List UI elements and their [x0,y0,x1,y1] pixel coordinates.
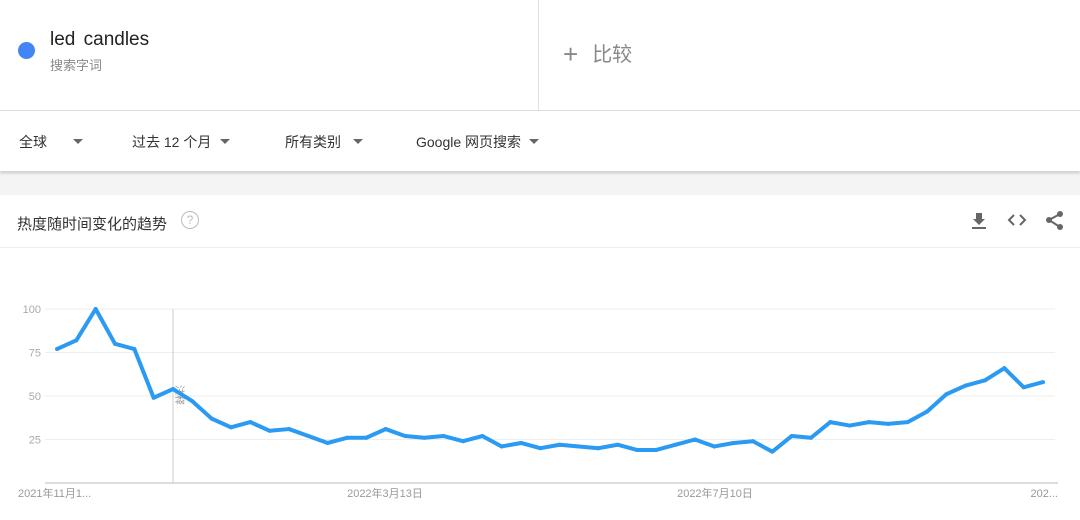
plus-icon: + [563,39,579,69]
data-point[interactable] [925,409,929,414]
data-point[interactable] [731,440,736,445]
chart-card-header: 热度随时间变化的趋势 ? [0,195,1080,248]
data-point[interactable] [480,434,485,439]
help-icon[interactable]: ? [181,211,199,229]
data-point[interactable] [789,434,794,439]
data-point[interactable] [983,378,987,383]
data-point[interactable] [751,439,755,444]
data-point[interactable] [886,421,891,426]
share-icon[interactable] [1044,209,1066,231]
x-tick-label: 2021年11月1... [18,486,91,500]
compare-label: 比较 [592,44,633,66]
search-term-name: led candles [50,29,150,50]
data-point[interactable] [461,439,465,444]
data-point[interactable] [693,437,697,442]
data-point[interactable] [770,449,775,454]
category-dropdown[interactable]: 所有类别 [285,132,363,152]
time-range-label: 过去 12 个月 [132,134,212,150]
data-point[interactable] [74,338,79,343]
data-point[interactable] [538,446,543,451]
data-point[interactable] [963,383,968,388]
data-point[interactable] [809,435,813,440]
data-point[interactable] [1041,380,1045,385]
y-tick-label: 100 [23,304,41,316]
data-point[interactable] [596,446,601,451]
data-point[interactable] [673,442,678,447]
caret-down-icon [73,139,83,144]
data-point[interactable] [248,420,253,425]
data-point[interactable] [422,435,427,440]
data-point[interactable] [93,307,98,311]
category-label: 所有类别 [285,134,341,150]
data-point[interactable] [383,427,388,432]
region-label: 全球 [19,134,47,150]
data-point[interactable] [847,423,852,428]
data-point[interactable] [867,420,871,425]
data-point[interactable] [151,395,156,400]
series-line [56,307,1044,454]
filter-bar: 全球 过去 12 个月 所有类别 Google 网页搜索 [0,111,1080,171]
data-point[interactable] [499,444,504,449]
data-point[interactable] [55,347,59,352]
search-term-type: 搜索字词 [50,58,103,73]
data-point[interactable] [944,392,949,397]
search-term-card[interactable]: led candles 搜索字词 [0,0,539,110]
x-tick-label: 2022年3月13日 [347,486,423,500]
y-tick-label: 25 [29,435,41,447]
compare-button[interactable]: + 比较 [563,38,632,70]
search-type-label: Google 网页搜索 [416,134,522,150]
data-point[interactable] [654,447,659,452]
data-point[interactable] [577,444,581,449]
data-point[interactable] [828,420,833,425]
section-separator [0,172,1080,195]
y-tick-label: 75 [29,348,41,360]
data-point[interactable] [635,447,639,452]
y-tick-label: 50 [29,391,41,403]
data-point[interactable] [325,440,330,445]
chart-title: 热度随时间变化的趋势 [17,216,168,233]
search-type-dropdown[interactable]: Google 网页搜索 [416,132,540,152]
data-point[interactable] [1021,385,1026,390]
data-point[interactable] [132,347,137,352]
data-point[interactable] [403,434,407,439]
caret-down-icon [353,139,363,144]
x-tick-label: 2022年7月10日 [677,486,753,500]
search-term-header: led candles 搜索字词 + 比较 [0,0,1080,111]
data-point[interactable] [364,435,369,440]
data-point[interactable] [1002,366,1007,371]
time-range-dropdown[interactable]: 过去 12 个月 [132,132,231,152]
download-icon[interactable] [968,209,990,231]
data-point[interactable] [287,427,291,432]
data-point[interactable] [557,442,562,447]
data-point[interactable] [267,428,272,433]
x-tick-label: 202... [1030,488,1058,500]
data-point[interactable] [113,341,117,346]
data-point[interactable] [905,420,910,425]
data-point[interactable] [229,425,233,430]
caret-down-icon [220,139,231,144]
region-dropdown[interactable]: 全球 [19,132,83,152]
data-point[interactable] [519,440,523,445]
embed-icon[interactable] [1006,209,1028,231]
data-point[interactable] [306,434,311,439]
caret-down-icon [529,139,540,144]
data-point[interactable] [171,387,175,392]
data-point[interactable] [712,444,717,449]
data-point[interactable] [190,399,195,404]
data-point[interactable] [441,434,446,439]
data-point[interactable] [615,442,620,447]
data-point[interactable] [345,435,349,440]
series-color-dot [18,42,35,59]
data-point[interactable] [209,416,214,421]
